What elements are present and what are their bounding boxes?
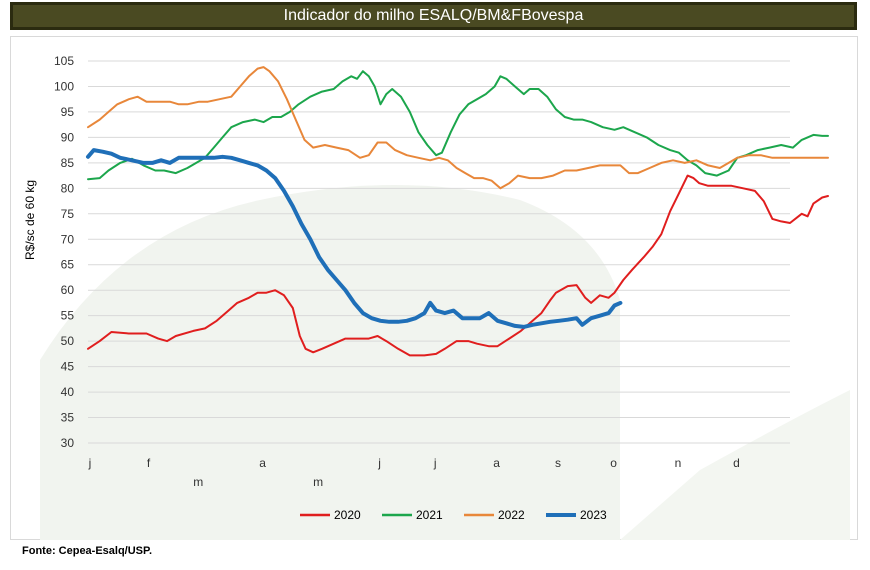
- x-tick-label: j: [88, 456, 92, 470]
- x-tick-label: m: [193, 475, 203, 489]
- series-line-2021: [87, 70, 829, 181]
- x-tick-label: j: [433, 456, 437, 470]
- series-line-2022: [87, 66, 829, 190]
- y-tick-label: 65: [61, 258, 75, 272]
- x-tick-label: o: [610, 456, 617, 470]
- y-tick-label: 70: [61, 232, 75, 246]
- x-tick-label: a: [259, 456, 266, 470]
- y-tick-label: 50: [61, 334, 75, 348]
- y-tick-label: 55: [61, 309, 75, 323]
- x-axis-ticks: j f m a m j j a s o n d: [88, 456, 740, 489]
- y-tick-label: 35: [61, 411, 75, 425]
- y-tick-label: 45: [61, 360, 75, 374]
- source-note: Fonte: Cepea-Esalq/USP.: [22, 545, 152, 557]
- x-tick-label: d: [733, 456, 740, 470]
- chart-title-bar: Indicador do milho ESALQ/BM&FBovespa: [10, 2, 857, 30]
- y-tick-label: 60: [61, 283, 75, 297]
- corn-price-chart: 30 35 40 45 50 55 60 65 70 75 80 85 90 95 100 105 j f m a m…: [23, 54, 850, 540]
- x-tick-label: m: [313, 475, 323, 489]
- x-tick-label: j: [377, 456, 381, 470]
- legend-label-2022: 2022: [498, 508, 525, 522]
- y-tick-label: 40: [61, 385, 75, 399]
- y-tick-label: 105: [54, 54, 74, 68]
- y-tick-label: 30: [61, 436, 75, 450]
- x-tick-label: n: [675, 456, 682, 470]
- y-tick-label: 90: [61, 130, 75, 144]
- y-axis-label: R$/sc de 60 kg: [23, 180, 37, 260]
- series-line-2023: [86, 148, 623, 329]
- y-tick-label: 75: [61, 207, 75, 221]
- legend-label-2023: 2023: [580, 508, 607, 522]
- gridlines: [88, 60, 790, 444]
- legend-label-2021: 2021: [416, 508, 443, 522]
- y-tick-label: 85: [61, 156, 75, 170]
- y-tick-label: 95: [61, 105, 75, 119]
- y-tick-label: 100: [54, 79, 74, 93]
- series-lines: [86, 66, 829, 357]
- x-tick-label: a: [493, 456, 500, 470]
- legend: 2020 2021 2022 2023: [300, 508, 607, 522]
- chart-title: Indicador do milho ESALQ/BM&FBovespa: [283, 7, 584, 24]
- series-line-2020: [87, 174, 829, 357]
- watermark-logo: [40, 185, 850, 540]
- y-axis-ticks: 30 35 40 45 50 55 60 65 70 75 80 85 90 95 100 105: [54, 54, 74, 450]
- x-tick-label: s: [555, 456, 561, 470]
- x-tick-label: f: [147, 456, 151, 470]
- legend-label-2020: 2020: [334, 508, 361, 522]
- y-tick-label: 80: [61, 181, 75, 195]
